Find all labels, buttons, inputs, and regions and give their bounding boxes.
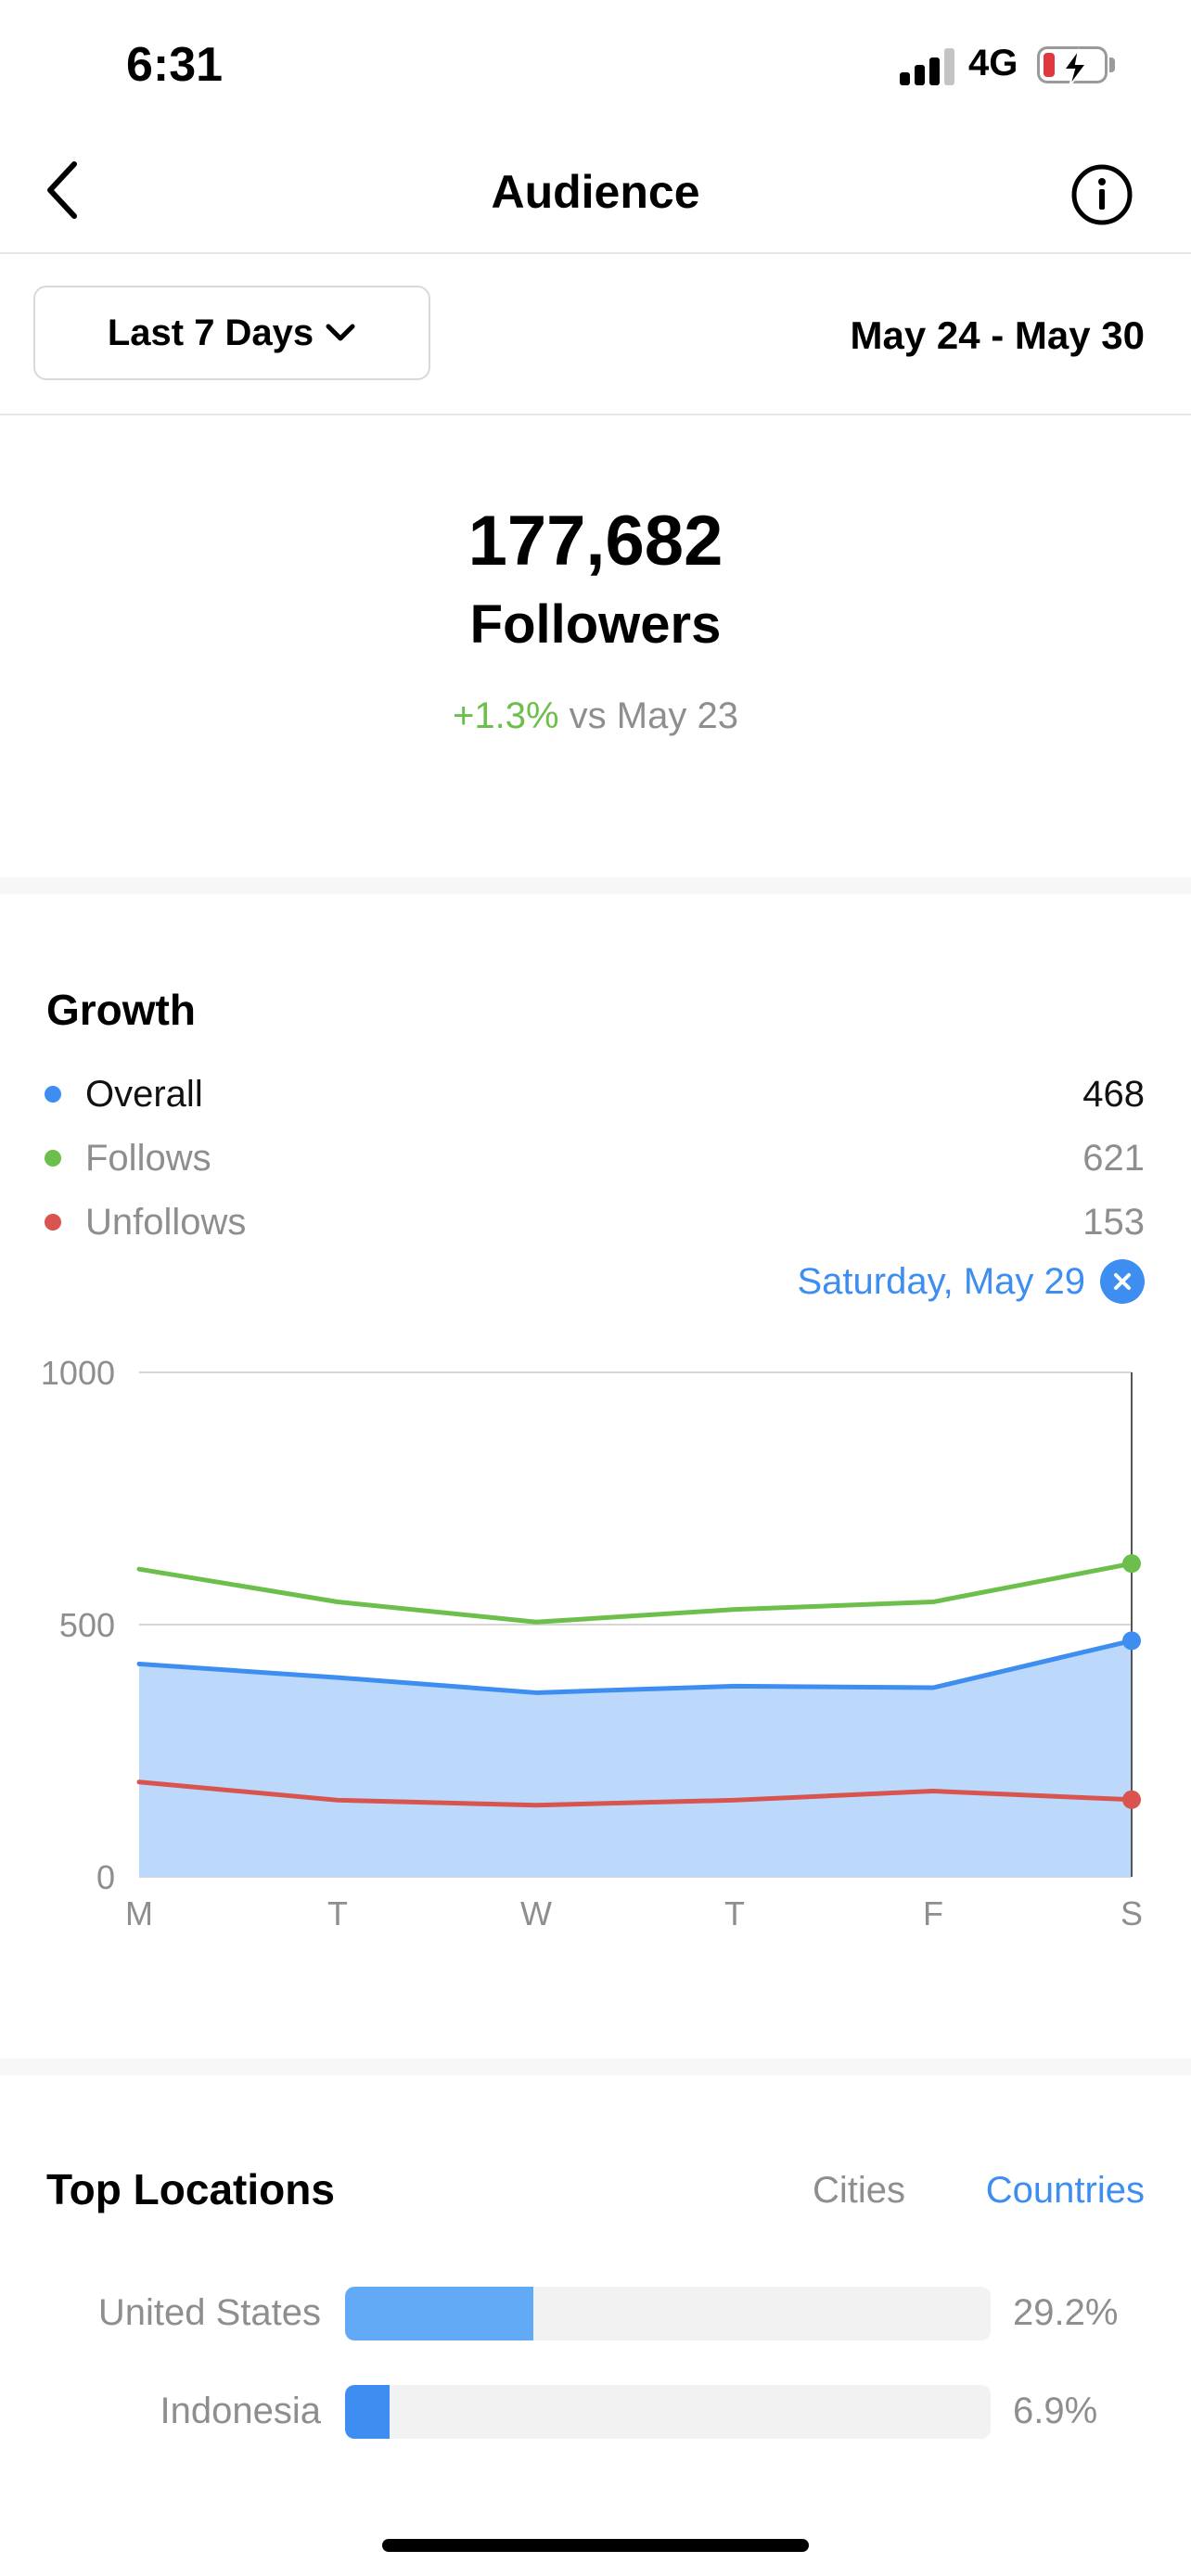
date-range-text: May 24 - May 30: [850, 313, 1145, 357]
location-bar-track: [345, 2385, 991, 2439]
y-tick-label: 500: [59, 1606, 115, 1644]
section-separator: [0, 877, 1191, 894]
legend-dot: [45, 1150, 61, 1167]
section-separator: [0, 2059, 1191, 2075]
charging-bolt-icon: [1062, 48, 1088, 87]
series-line-overall: [136, 1638, 1134, 1695]
location-row: United States 29.2%: [0, 2287, 1191, 2342]
location-percent: 29.2%: [1013, 2292, 1119, 2333]
followers-change-ref: vs May 23: [569, 695, 738, 736]
y-tick-label: 1000: [41, 1354, 115, 1392]
legend-value: 468: [1082, 1073, 1145, 1115]
info-button[interactable]: [1065, 158, 1139, 232]
legend-row-follows: Follows 621: [45, 1130, 1145, 1186]
legend-row-overall: Overall 468: [45, 1066, 1145, 1122]
top-locations-title: Top Locations: [46, 2165, 335, 2213]
x-tick-label: M: [125, 1894, 153, 1932]
location-row: Indonesia 6.9%: [0, 2385, 1191, 2441]
battery-icon: [1037, 46, 1108, 87]
date-range-label: Last 7 Days: [107, 312, 314, 353]
series-line-unfollows: [136, 1779, 1134, 1808]
status-time: 6:31: [126, 38, 224, 92]
x-tick-label: T: [327, 1894, 348, 1932]
followers-change: +1.3% vs May 23: [0, 695, 1191, 737]
data-point-follows: [1122, 1554, 1141, 1574]
close-icon: [1114, 1273, 1131, 1290]
series-line-follows: [136, 1561, 1134, 1625]
date-range-dropdown[interactable]: Last 7 Days: [33, 286, 430, 380]
location-name: Indonesia: [160, 2391, 321, 2431]
growth-chart[interactable]: 1000 500 0M T W T F S: [0, 1335, 1191, 1966]
followers-label: Followers: [469, 594, 722, 655]
legend-value: 153: [1082, 1201, 1145, 1243]
legend-dot: [45, 1086, 61, 1103]
growth-title: Growth: [46, 986, 196, 1034]
legend-dot: [45, 1214, 61, 1231]
overall-area: [139, 1640, 1132, 1877]
chevron-left-icon: [47, 161, 77, 219]
legend-row-unfollows: Unfollows 153: [45, 1194, 1145, 1250]
location-name: United States: [97, 2292, 321, 2333]
legend-name: Overall: [85, 1073, 203, 1115]
followers-change-pct: +1.3%: [453, 695, 559, 736]
location-percent: 6.9%: [1013, 2391, 1098, 2431]
back-button[interactable]: [37, 153, 102, 227]
location-bar: [345, 2385, 391, 2439]
location-bar: [345, 2287, 534, 2340]
info-icon: [1071, 164, 1133, 225]
range-divider: [0, 414, 1191, 415]
legend-name: Unfollows: [85, 1201, 247, 1243]
signal-strength-icon: [900, 48, 957, 85]
y-tick-label: 0: [96, 1858, 115, 1896]
battery-cap: [1109, 57, 1115, 72]
data-point-unfollows: [1122, 1790, 1141, 1809]
clear-selection-button[interactable]: [1100, 1259, 1145, 1304]
tab-countries[interactable]: Countries: [985, 2170, 1145, 2211]
x-tick-label: F: [923, 1894, 943, 1932]
battery-level: [1044, 53, 1055, 77]
selected-day-label: Saturday, May 29: [797, 1260, 1085, 1302]
location-bar-track: [345, 2287, 991, 2340]
legend-name: Follows: [85, 1137, 211, 1179]
nav-divider: [0, 252, 1191, 254]
legend-value: 621: [1082, 1137, 1145, 1179]
x-tick-label: W: [520, 1894, 552, 1932]
x-tick-label: T: [724, 1894, 745, 1932]
selected-day-chip: Saturday, May 29: [797, 1259, 1145, 1304]
page-title: Audience: [491, 166, 700, 218]
x-tick-label: S: [1121, 1894, 1143, 1932]
chevron-down-icon: [326, 324, 355, 341]
network-type: 4G: [968, 43, 1018, 83]
followers-count: 177,682: [467, 502, 724, 580]
data-point-overall: [1122, 1631, 1141, 1651]
tab-cities[interactable]: Cities: [813, 2170, 906, 2211]
home-indicator: [382, 2539, 809, 2552]
